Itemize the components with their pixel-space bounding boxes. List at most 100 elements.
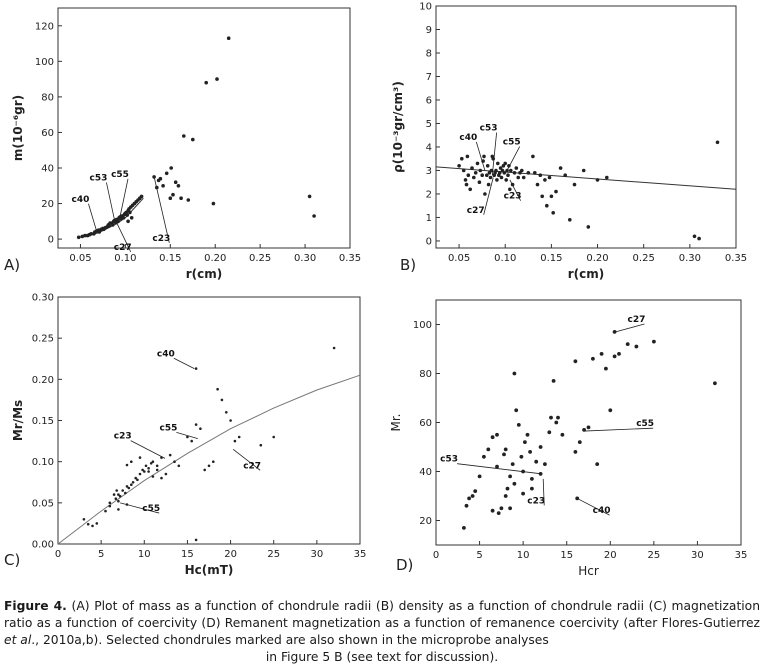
data-point [563, 173, 567, 177]
y-tick-label: 0.05 [32, 498, 54, 509]
data-point [486, 447, 491, 452]
data-point [486, 182, 491, 187]
data-point [147, 467, 150, 470]
data-point [581, 168, 586, 173]
data-point [191, 137, 195, 142]
data-point [502, 171, 507, 175]
x-tick-label: 0.35 [725, 253, 747, 264]
data-point [512, 371, 517, 376]
annotation-leader [491, 132, 498, 176]
data-point [127, 486, 131, 490]
data-point [503, 494, 508, 498]
data-point [466, 173, 471, 177]
annotation-leader [542, 478, 545, 506]
data-point [498, 166, 503, 170]
x-tick-label: 35 [735, 550, 748, 561]
annotation-c23: c23 [527, 496, 545, 506]
y-tick-label: 1 [426, 213, 432, 224]
data-point [540, 194, 544, 199]
y-tick-label: 0 [426, 236, 432, 247]
data-point [483, 192, 487, 196]
caption-etal: et al [4, 633, 32, 647]
data-point [521, 175, 526, 180]
data-point [573, 450, 578, 454]
caption-text-1: (A) Plot of mass as a function of chondr… [4, 599, 760, 630]
data-point [534, 459, 539, 464]
y-axis-label: ρ(10⁻³gr/cm³) [391, 81, 405, 173]
data-point [508, 187, 512, 192]
annotation-leader [176, 431, 198, 439]
x-tick-label: 0.10 [114, 253, 136, 264]
data-point [531, 154, 535, 159]
data-point [573, 359, 578, 364]
data-point [549, 415, 553, 420]
y-tick-label: 0.25 [32, 334, 54, 345]
data-point [547, 175, 552, 180]
data-point [612, 354, 617, 359]
x-tick-label: 25 [267, 549, 280, 560]
data-point [506, 173, 510, 177]
figure-4-plots: 0.05 0.10 0.15 0.20 0.25 0.30 0.35020406080100… [4, 2, 748, 579]
data-point [713, 381, 717, 386]
data-point [155, 468, 159, 472]
annotation-c23: c23 [152, 234, 170, 244]
data-point [499, 175, 504, 180]
data-point [160, 476, 163, 480]
data-point [108, 504, 112, 508]
data-point [463, 178, 468, 182]
y-axis-label: m(10⁻⁶gr) [11, 95, 25, 161]
data-point [470, 166, 474, 170]
y-tick-label: 0.15 [32, 416, 54, 427]
data-point [186, 198, 191, 202]
data-point [147, 470, 150, 473]
data-point [533, 171, 537, 175]
y-tick-label: 20 [419, 516, 432, 527]
data-point [554, 189, 558, 194]
annotation-leader [483, 177, 494, 215]
data-point [525, 432, 530, 437]
x-tick-label: 0 [55, 549, 61, 560]
plot-frame [435, 5, 737, 249]
data-point [179, 196, 183, 200]
data-point [558, 166, 563, 170]
annotation-c53: c53 [90, 173, 108, 183]
data-point [499, 506, 504, 511]
y-tick-label: 100 [413, 320, 432, 331]
y-axis-label: Mr/Ms [11, 400, 25, 441]
data-point [211, 201, 216, 206]
data-point [528, 450, 532, 454]
data-point [551, 211, 555, 215]
data-point [468, 187, 473, 192]
annotation-leader [232, 449, 261, 471]
data-point [272, 435, 276, 439]
panel-label: C) [4, 551, 20, 569]
data-point [551, 379, 556, 383]
y-tick-label: 2 [426, 189, 432, 200]
data-point [617, 352, 621, 356]
x-tick-label: 0.30 [294, 253, 316, 264]
annotation-leader [576, 498, 610, 516]
data-point [141, 468, 144, 472]
data-point [715, 140, 720, 145]
data-point [547, 430, 552, 435]
data-point [115, 489, 118, 492]
data-point [538, 445, 543, 449]
y-tick-label: 20 [41, 199, 54, 210]
annotation-leader [509, 179, 521, 201]
annotation-leader [584, 427, 654, 432]
data-point [199, 427, 202, 431]
data-point [470, 494, 475, 498]
data-point [508, 506, 512, 511]
data-point [490, 435, 495, 440]
data-point [461, 168, 466, 173]
x-tick-label: 0.20 [586, 253, 608, 264]
data-point [586, 225, 591, 229]
data-point [312, 214, 316, 218]
data-point [194, 423, 198, 426]
data-point [130, 460, 133, 464]
data-point [111, 223, 115, 227]
data-point [477, 180, 482, 184]
data-point [521, 491, 525, 496]
chart-b: 0.05 0.10 0.15 0.20 0.25 0.30 0.35 0 1 2 3 4 5 6 7 8 9 10… [391, 2, 747, 282]
chart-a: 0.05 0.10 0.15 0.20 0.25 0.30 0.35 0 20 40 60 80 100… [4, 7, 361, 281]
